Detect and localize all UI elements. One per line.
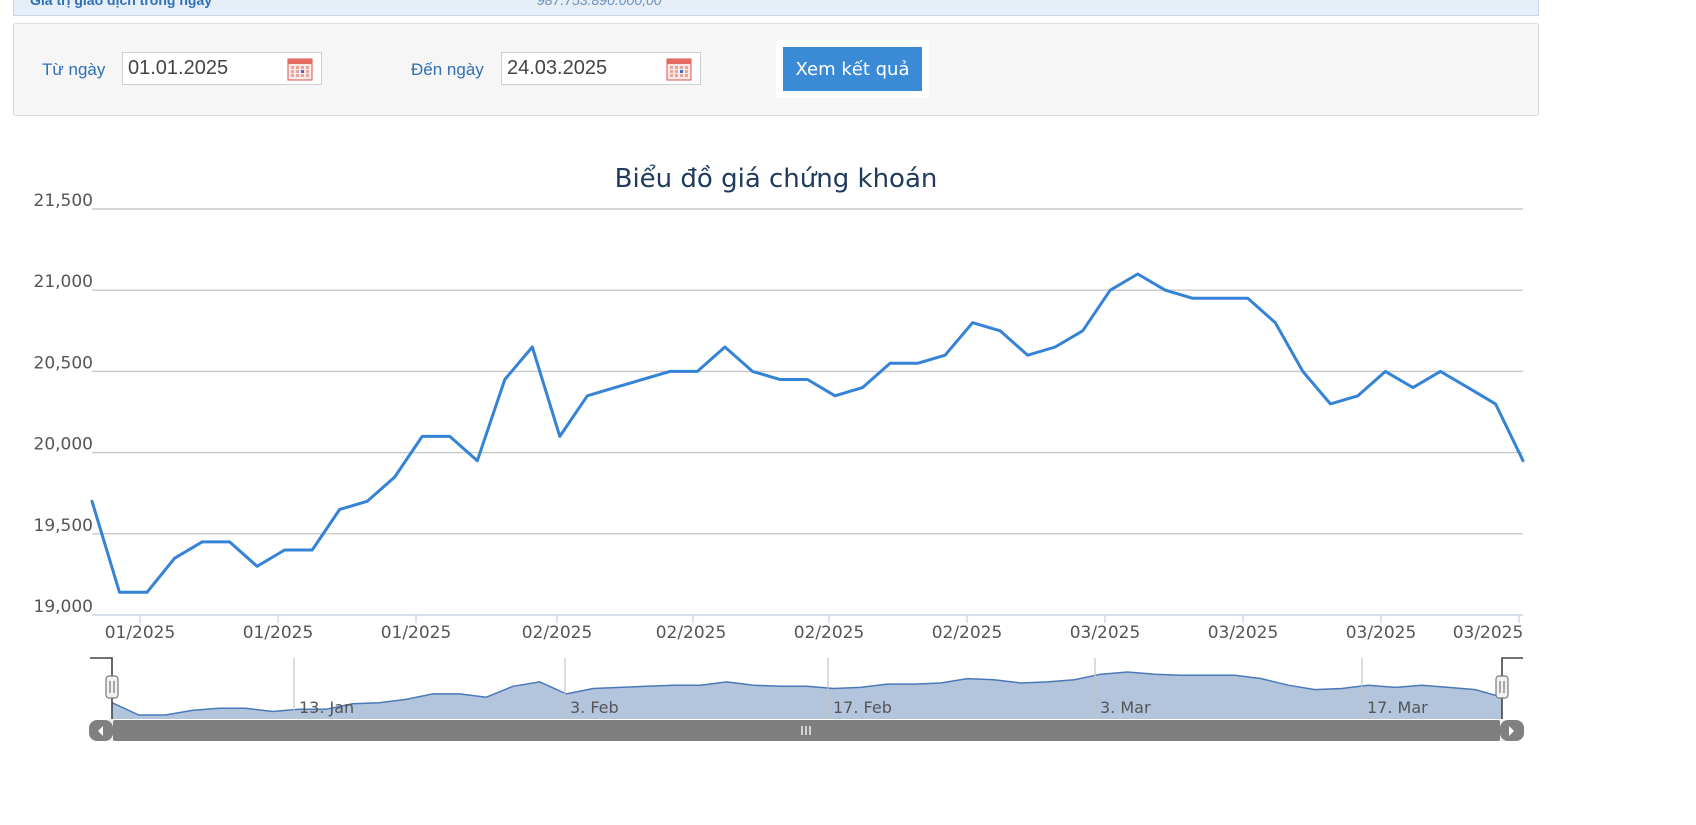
x-tick-label: 02/2025 (794, 623, 865, 643)
navigator-date-label: 17. Feb (833, 698, 892, 717)
y-tick-label: 19,500 (34, 516, 93, 536)
scrollbar[interactable] (89, 720, 1524, 741)
view-results-button[interactable]: Xem kết quả (783, 47, 922, 91)
x-tick-label: 03/2025 (1070, 623, 1141, 643)
y-tick-label: 21,000 (34, 272, 93, 292)
x-tick-label: 01/2025 (243, 623, 314, 643)
info-row-trading-value: Giá trị giao dịch trong ngày 987.753.890… (13, 0, 1539, 16)
price-series[interactable] (90, 272, 1525, 594)
navigator-area (112, 672, 1502, 719)
navigator-date-label: 3. Feb (570, 698, 619, 717)
from-date-input[interactable] (123, 53, 283, 84)
submit-button-frame: Xem kết quả (776, 40, 929, 98)
navigator-right-handle[interactable] (1495, 675, 1509, 699)
grid-lines (92, 208, 1523, 616)
handle-body[interactable] (1495, 675, 1509, 699)
handle-body[interactable] (105, 675, 119, 699)
x-axis: 01/2025 01/2025 01/2025 02/2025 02/2025 02/20… (105, 615, 1524, 643)
navigator-line (111, 671, 1503, 716)
x-tick-label: 02/2025 (656, 623, 727, 643)
x-tick-label: 02/2025 (522, 623, 593, 643)
arrow-right-glyph (1509, 726, 1514, 736)
from-date-label: Từ ngày (42, 60, 106, 79)
date-filter-panel: Từ ngày Đến ngày Xem kết (13, 23, 1539, 116)
from-date-field[interactable] (122, 52, 322, 85)
arrow-left-glyph (98, 726, 103, 736)
x-tick-label: 03/2025 (1208, 623, 1279, 643)
y-tick-label: 19,000 (34, 597, 93, 617)
x-tick-label: 02/2025 (932, 623, 1003, 643)
to-date-label: Đến ngày (411, 60, 484, 79)
trading-value: 987.753.890.000,00 (537, 0, 662, 8)
price-line[interactable] (90, 272, 1525, 594)
calendar-icon[interactable] (666, 57, 692, 81)
navigator-date-label: 13. Jan (299, 698, 354, 717)
navigator-left-handle[interactable] (105, 675, 119, 699)
x-tick-label: 01/2025 (105, 623, 176, 643)
y-axis: 19,000 19,500 20,000 20,500 21,000 21,500 (34, 191, 93, 617)
x-tick-label: 03/2025 (1453, 623, 1524, 643)
calendar-icon[interactable] (287, 57, 313, 81)
x-tick-label: 01/2025 (381, 623, 452, 643)
navigator-outline (90, 657, 1523, 719)
chart-title: Biểu đồ giá chứng khoán (615, 163, 938, 194)
navigator-date-label: 17. Mar (1367, 698, 1428, 717)
trading-value-label: Giá trị giao dịch trong ngày (30, 0, 213, 8)
y-tick-label: 21,500 (34, 191, 93, 211)
y-tick-label: 20,500 (34, 353, 93, 373)
x-tick-label: 03/2025 (1346, 623, 1417, 643)
to-date-input[interactable] (502, 53, 662, 84)
navigator[interactable]: 13. Jan 3. Feb 17. Feb 3. Mar 17. Mar (90, 657, 1523, 719)
navigator-date-label: 3. Mar (1100, 698, 1151, 717)
y-tick-label: 20,000 (34, 435, 93, 455)
to-date-field[interactable] (501, 52, 701, 85)
